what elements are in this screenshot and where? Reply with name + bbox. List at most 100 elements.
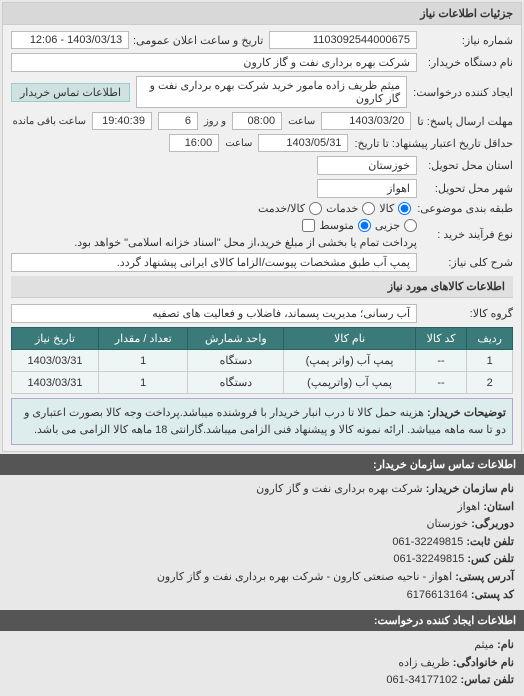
- table-row: 1 -- پمپ آب (واتر پمپ) دستگاه 1 1403/03/…: [12, 350, 513, 372]
- creator-info-block: نام: میثم نام خانوادگی: ظریف زاده تلفن ت…: [0, 631, 524, 696]
- need-title-label: شرح کلی نیاز:: [423, 256, 513, 269]
- buyer-note-box: توضیحات خریدار: هزینه حمل کالا تا درب ان…: [11, 398, 513, 445]
- row-need-title: شرح کلی نیاز: پمپ آب طبق مشخصات پیوست/ال…: [11, 253, 513, 272]
- validity-time: 16:00: [169, 134, 219, 152]
- items-table: ردیف کد کالا نام کالا واحد شمارش تعداد /…: [11, 327, 513, 394]
- announce-label: تاریخ و ساعت اعلان عمومی:: [135, 34, 263, 47]
- items-section-header: اطلاعات کالاهای مورد نیاز: [11, 276, 513, 298]
- c-name: میثم: [474, 639, 494, 651]
- row-validity: حداقل تاریخ اعتبار پیشنهاد: تا تاریخ: 14…: [11, 134, 513, 152]
- cell: دستگاه: [188, 372, 284, 394]
- reply-time: 08:00: [232, 112, 282, 130]
- need-number-value: 1103092544000675: [269, 31, 417, 49]
- org-label: نام دستگاه خریدار:: [423, 56, 513, 69]
- radio-kala[interactable]: [398, 202, 411, 215]
- cell: 2: [467, 372, 513, 394]
- items-tbody: 1 -- پمپ آب (واتر پمپ) دستگاه 1 1403/03/…: [12, 350, 513, 394]
- row-need-number: شماره نیاز: 1103092544000675 تاریخ و ساع…: [11, 31, 513, 49]
- c-city-label: دوربرگی:: [471, 518, 514, 530]
- radio-jozi-label: جزیی: [375, 219, 400, 232]
- budget-radio-group: کالا خدمات کالا/خدمت: [258, 202, 411, 215]
- row-purchase-type: نوع فرآیند خرید : جزیی متوسط پرداخت تمام…: [11, 219, 513, 249]
- purchase-type-label: نوع فرآیند خرید :: [423, 228, 513, 241]
- group-value: آب رسانی؛ مدیریت پسماند، فاضلاب و فعالیت…: [11, 304, 417, 323]
- radio-kala-khadamat[interactable]: [309, 202, 322, 215]
- remain-label: ساعت باقی مانده: [13, 116, 86, 127]
- col-row: ردیف: [467, 328, 513, 350]
- group-label: گروه کالا:: [423, 307, 513, 320]
- col-code: کد کالا: [415, 328, 466, 350]
- c-postcode: 6176613164: [407, 589, 468, 601]
- items-thead: ردیف کد کالا نام کالا واحد شمارش تعداد /…: [12, 328, 513, 350]
- c-addr-label: آدرس پستی:: [455, 571, 514, 583]
- contact-section-title: اطلاعات تماس سازمان خریدار:: [0, 454, 524, 475]
- reply-date: 1403/03/20: [321, 112, 411, 130]
- requester-label: ایجاد کننده درخواست:: [413, 86, 513, 99]
- c-prov: اهواز: [457, 501, 480, 513]
- panel-body: شماره نیاز: 1103092544000675 تاریخ و ساع…: [3, 25, 521, 451]
- c-fax: 32249815-061: [393, 553, 464, 565]
- cell: --: [415, 372, 466, 394]
- time-label-2: ساعت: [225, 138, 252, 149]
- org-value: شرکت بهره برداری نفت و گاز کارون: [11, 53, 417, 72]
- checkbox-treasury[interactable]: [302, 219, 315, 232]
- radio-kala-khadamat-label: کالا/خدمت: [258, 202, 305, 215]
- c-addr: اهواز - ناحیه صنعتی کارون - شرکت بهره بر…: [157, 571, 452, 583]
- cell: 1: [99, 372, 188, 394]
- c-fax-label: تلفن کس:: [467, 553, 514, 565]
- contact-buyer-link[interactable]: اطلاعات تماس خریدار: [11, 83, 130, 102]
- row-group: گروه کالا: آب رسانی؛ مدیریت پسماند، فاضل…: [11, 304, 513, 323]
- radio-motavaset-label: متوسط: [319, 219, 354, 232]
- remain-value: 19:40:39: [92, 112, 152, 130]
- radio-kala-label: کالا: [379, 202, 394, 215]
- requester-value: میثم ظریف زاده مامور خرید شرکت بهره بردا…: [136, 76, 407, 108]
- exec-prov-label: استان محل تحویل:: [423, 159, 513, 172]
- radio-khadamat-label: خدمات: [326, 202, 358, 215]
- c-name-label: نام:: [497, 639, 514, 651]
- c-org-label: نام سازمان خریدار:: [426, 483, 514, 495]
- c-postcode-label: کد پستی:: [471, 589, 514, 601]
- col-date: تاریخ نیاز: [12, 328, 99, 350]
- c-tel: 32249815-061: [392, 536, 463, 548]
- validity-label: حداقل تاریخ اعتبار پیشنهاد: تا تاریخ:: [354, 137, 513, 150]
- cell: --: [415, 350, 466, 372]
- time-label-1: ساعت: [288, 116, 315, 127]
- need-number-label: شماره نیاز:: [423, 34, 513, 47]
- announce-value: 1403/03/13 - 12:06: [11, 31, 129, 49]
- cell: پمپ آب (واترپمپ): [284, 372, 415, 394]
- c-prov-label: استان:: [483, 501, 514, 513]
- row-exec-city: شهر محل تحویل: اهواز: [11, 179, 513, 198]
- contact-info-block: نام سازمان خریدار: شرکت بهره برداری نفت …: [0, 475, 524, 610]
- col-unit: واحد شمارش: [188, 328, 284, 350]
- c-phone-label: تلفن تماس:: [460, 674, 514, 686]
- c-phone: 34177102-061: [386, 674, 457, 686]
- creator-section-title: اطلاعات ایجاد کننده درخواست:: [0, 610, 524, 631]
- validity-date: 1403/05/31: [258, 134, 348, 152]
- radio-jozi[interactable]: [404, 219, 417, 232]
- cell: دستگاه: [188, 350, 284, 372]
- need-details-panel: جزئیات اطلاعات نیاز شماره نیاز: 11030925…: [2, 2, 522, 452]
- radio-khadamat[interactable]: [362, 202, 375, 215]
- reply-deadline-label: مهلت ارسال پاسخ: تا: [417, 115, 513, 128]
- row-exec-province: استان محل تحویل: خوزستان: [11, 156, 513, 175]
- row-requester: ایجاد کننده درخواست: میثم ظریف زاده مامو…: [11, 76, 513, 108]
- cell: 1403/03/31: [12, 350, 99, 372]
- buyer-note-label: توضیحات خریدار:: [427, 407, 506, 419]
- row-org: نام دستگاه خریدار: شرکت بهره برداری نفت …: [11, 53, 513, 72]
- cell: 1403/03/31: [12, 372, 99, 394]
- c-family-label: نام خانوادگی:: [453, 657, 514, 669]
- row-reply-deadline: مهلت ارسال پاسخ: تا 1403/03/20 ساعت 08:0…: [11, 112, 513, 130]
- need-title-value: پمپ آب طبق مشخصات پیوست/الزاما کالای ایر…: [11, 253, 417, 272]
- c-family: ظریف زاده: [398, 657, 449, 669]
- exec-city-value: اهواز: [317, 179, 417, 198]
- panel-title: جزئیات اطلاعات نیاز: [3, 3, 521, 25]
- c-city: خوزستان: [426, 518, 468, 530]
- table-row: 2 -- پمپ آب (واترپمپ) دستگاه 1 1403/03/3…: [12, 372, 513, 394]
- budget-class-label: طبقه بندی موضوعی:: [417, 202, 513, 215]
- exec-city-label: شهر محل تحویل:: [423, 182, 513, 195]
- exec-prov-value: خوزستان: [317, 156, 417, 175]
- c-tel-label: تلفن ثابت:: [466, 536, 514, 548]
- cell: 1: [467, 350, 513, 372]
- radio-motavaset[interactable]: [358, 219, 371, 232]
- days-label: و روز: [204, 116, 226, 127]
